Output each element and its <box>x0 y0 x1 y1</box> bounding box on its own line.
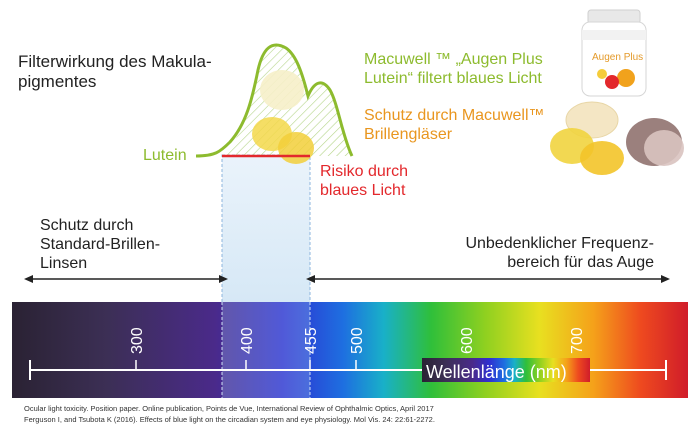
title-line-1: Filterwirkung des Makula- <box>18 52 212 71</box>
product-caption: Macuwell ™ „Augen Plus Lutein“ filtert b… <box>364 50 543 88</box>
glasses-caption-line-2: Brillengläser <box>364 126 453 144</box>
page-title: Filterwirkung des Makula- pigmentes <box>18 52 212 93</box>
glasses-caption: Schutz durch Macuwell™ Brillengläser <box>364 106 545 144</box>
standard-lens-line-3: Linsen <box>40 255 88 273</box>
spectrum-blue-band <box>222 302 310 398</box>
product-bottle-image: Augen Plus <box>581 9 647 97</box>
risk-label-line-1: Risiko durch <box>320 163 409 180</box>
tick-label-700: 700 <box>569 327 586 354</box>
right-arrowhead-inner-icon <box>306 275 315 283</box>
lutein-label: Lutein <box>143 147 187 164</box>
right-arrowhead-icon <box>661 275 670 283</box>
standard-lens-text: Schutz durch Standard-Brillen- Linsen <box>40 216 160 274</box>
tick-label-600: 600 <box>459 327 476 354</box>
product-caption-line-1: Macuwell ™ „Augen Plus <box>364 51 543 68</box>
references: Ocular light toxicity. Position paper. O… <box>24 404 435 426</box>
product-label: Augen Plus <box>592 52 643 63</box>
left-arrowhead-inner-icon <box>219 275 228 283</box>
product-caption-line-2: Lutein“ filtert blaues Licht <box>364 70 542 88</box>
axis-label-bg <box>422 358 590 382</box>
safe-range-line-1: Unbedenklicher Frequenz- <box>465 235 654 252</box>
tick-label-500: 500 <box>349 327 366 354</box>
standard-lens-line-2: Standard-Brillen- <box>40 236 161 254</box>
risk-label: Risiko durch blaues Licht <box>320 162 408 200</box>
reference-2: Ferguson I, and Tsubota K (2016). Effect… <box>24 414 435 424</box>
risk-label-line-2: blaues Licht <box>320 182 406 200</box>
title-line-2: pigmentes <box>18 72 97 92</box>
tick-label-300: 300 <box>129 327 146 354</box>
safe-range-text: Unbedenklicher Frequenz- bereich für das… <box>465 234 654 272</box>
axis-label: Wellenlänge (nm) <box>426 362 567 382</box>
lutein-capsule-1 <box>260 70 304 110</box>
tick-label-455: 455 <box>303 327 320 354</box>
standard-lens-line-1: Schutz durch <box>40 217 134 234</box>
glasses-caption-line-1: Schutz durch Macuwell™ <box>364 107 545 124</box>
lutein-capsule-3 <box>278 132 314 164</box>
reference-1: Ocular light toxicity. Position paper. O… <box>24 404 434 413</box>
filter-curve <box>195 43 354 158</box>
blue-light-band <box>221 154 311 304</box>
left-arrowhead-icon <box>24 275 33 283</box>
light-spectrum: 300 400 455 500 600 700 Wellenlänge (nm) <box>12 302 688 398</box>
lens-discs-image <box>550 101 684 175</box>
tick-label-400: 400 <box>239 327 256 354</box>
safe-range-line-2: bereich für das Auge <box>507 254 654 272</box>
